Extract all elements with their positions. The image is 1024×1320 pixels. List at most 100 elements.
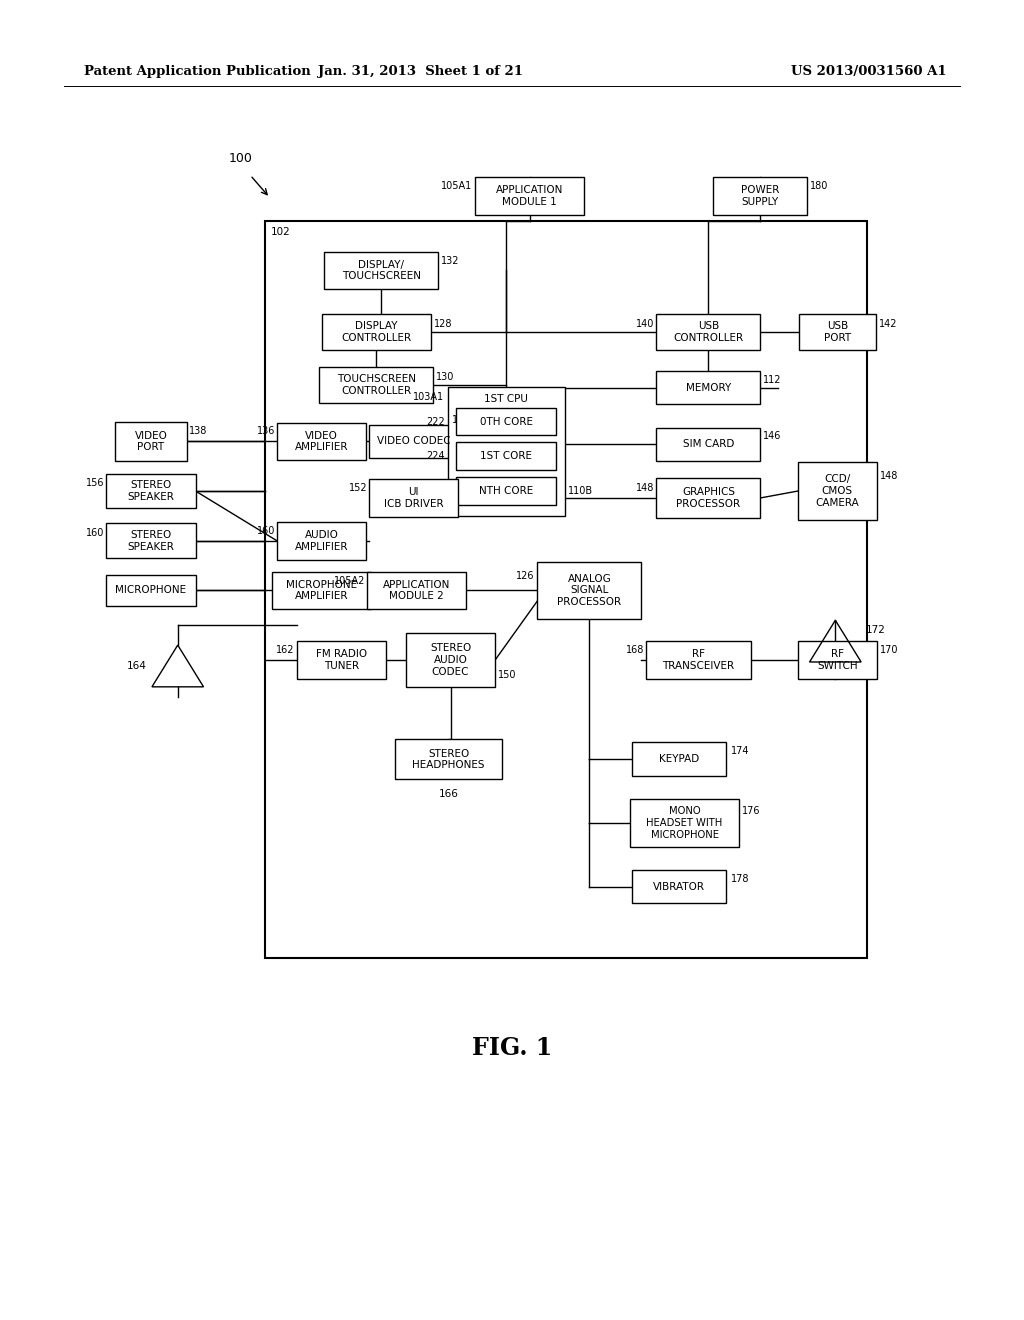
Text: DISPLAY/
TOUCHSCREEN: DISPLAY/ TOUCHSCREEN — [342, 260, 421, 281]
Text: 142: 142 — [879, 319, 897, 329]
Text: TOUCHSCREEN
CONTROLLER: TOUCHSCREEN CONTROLLER — [337, 374, 416, 396]
Text: 126: 126 — [516, 570, 535, 581]
Text: 1ST CPU: 1ST CPU — [484, 393, 528, 404]
Text: VIDEO
AMPLIFIER: VIDEO AMPLIFIER — [295, 430, 348, 453]
Text: 174: 174 — [731, 746, 750, 756]
Text: 164: 164 — [127, 661, 147, 671]
Text: AUDIO
AMPLIFIER: AUDIO AMPLIFIER — [295, 529, 348, 552]
Bar — [457, 408, 556, 436]
Text: 146: 146 — [763, 432, 781, 441]
Text: RF
SWITCH: RF SWITCH — [817, 649, 858, 671]
Text: STEREO
HEADPHONES: STEREO HEADPHONES — [413, 748, 484, 770]
Text: 105A1: 105A1 — [441, 181, 472, 191]
Text: 1ST CORE: 1ST CORE — [480, 451, 532, 461]
Text: 160: 160 — [86, 528, 104, 537]
Text: 222: 222 — [426, 417, 444, 426]
Text: 134: 134 — [462, 429, 480, 438]
Text: FIG. 1: FIG. 1 — [472, 1035, 552, 1060]
Bar — [395, 739, 502, 779]
Text: 100: 100 — [228, 152, 252, 165]
Text: 178: 178 — [731, 874, 750, 883]
Bar — [319, 367, 433, 403]
Bar — [265, 220, 867, 958]
Text: 110A: 110A — [452, 414, 476, 425]
Text: MICROPHONE: MICROPHONE — [116, 586, 186, 595]
Bar — [798, 462, 877, 520]
Text: SIM CARD: SIM CARD — [683, 440, 734, 449]
Bar — [798, 642, 877, 678]
Text: CCD/
CMOS
CAMERA: CCD/ CMOS CAMERA — [815, 474, 859, 508]
Bar — [276, 521, 367, 560]
Bar — [324, 252, 438, 289]
Text: 172: 172 — [866, 626, 886, 635]
Text: GRAPHICS
PROCESSOR: GRAPHICS PROCESSOR — [676, 487, 740, 508]
Text: STEREO
SPEAKER: STEREO SPEAKER — [128, 529, 174, 552]
Bar — [632, 742, 726, 776]
Bar — [475, 177, 585, 215]
Text: 103A1: 103A1 — [414, 392, 444, 401]
Text: 148: 148 — [880, 471, 898, 482]
Bar — [322, 314, 431, 350]
Bar — [656, 478, 761, 517]
Bar — [106, 474, 196, 508]
Text: 148: 148 — [636, 483, 654, 494]
Text: 110B: 110B — [567, 486, 593, 496]
Text: UI
ICB DRIVER: UI ICB DRIVER — [384, 487, 443, 508]
Text: 138: 138 — [188, 426, 207, 437]
Text: FM RADIO
TUNER: FM RADIO TUNER — [315, 649, 367, 671]
Bar — [632, 870, 726, 903]
Text: 166: 166 — [438, 789, 459, 799]
Bar — [106, 523, 196, 558]
Bar — [297, 642, 386, 678]
Text: POWER
SUPPLY: POWER SUPPLY — [740, 185, 779, 207]
Text: 0TH CORE: 0TH CORE — [479, 417, 532, 426]
Text: MICROPHONE
AMPLIFIER: MICROPHONE AMPLIFIER — [286, 579, 357, 601]
Text: VIDEO CODEC: VIDEO CODEC — [377, 437, 451, 446]
Text: DISPLAY
CONTROLLER: DISPLAY CONTROLLER — [341, 321, 412, 343]
Text: 132: 132 — [440, 256, 459, 265]
Text: 168: 168 — [626, 645, 644, 655]
Text: 160: 160 — [257, 525, 275, 536]
Text: STEREO
SPEAKER: STEREO SPEAKER — [128, 480, 174, 502]
Bar — [370, 425, 459, 458]
Bar — [106, 574, 196, 606]
Text: Patent Application Publication: Patent Application Publication — [84, 65, 310, 78]
Bar — [406, 632, 496, 688]
Text: KEYPAD: KEYPAD — [658, 754, 698, 764]
Text: MONO
HEADSET WITH
MICROPHONE: MONO HEADSET WITH MICROPHONE — [646, 807, 723, 840]
Bar — [656, 314, 761, 350]
Bar — [630, 799, 739, 847]
Bar — [370, 479, 459, 517]
Text: USB
CONTROLLER: USB CONTROLLER — [674, 321, 743, 343]
Text: APPLICATION
MODULE 1: APPLICATION MODULE 1 — [497, 185, 563, 207]
Bar — [457, 442, 556, 470]
Text: 130: 130 — [435, 372, 454, 381]
Text: US 2013/0031560 A1: US 2013/0031560 A1 — [791, 65, 946, 78]
Text: APPLICATION
MODULE 2: APPLICATION MODULE 2 — [383, 579, 451, 601]
Bar — [272, 572, 371, 610]
Text: VIDEO
PORT: VIDEO PORT — [134, 430, 167, 453]
Text: 140: 140 — [636, 319, 654, 329]
Bar — [116, 421, 186, 461]
Bar — [656, 371, 761, 404]
Bar — [447, 387, 564, 516]
Bar — [799, 314, 876, 350]
Text: 136: 136 — [257, 426, 275, 437]
Bar — [656, 428, 761, 461]
Text: 128: 128 — [433, 319, 453, 329]
Text: 156: 156 — [86, 478, 104, 488]
Bar — [276, 422, 367, 461]
Text: 162: 162 — [276, 645, 295, 655]
Text: 180: 180 — [810, 181, 828, 191]
Text: Jan. 31, 2013  Sheet 1 of 21: Jan. 31, 2013 Sheet 1 of 21 — [318, 65, 523, 78]
Text: NTH CORE: NTH CORE — [479, 486, 534, 496]
Text: 170: 170 — [880, 645, 898, 655]
Text: STEREO
AUDIO
CODEC: STEREO AUDIO CODEC — [430, 643, 471, 677]
Bar — [368, 572, 466, 610]
Text: 226: 226 — [426, 486, 444, 496]
Text: 176: 176 — [742, 807, 761, 816]
Text: VIBRATOR: VIBRATOR — [652, 882, 705, 891]
Text: MEMORY: MEMORY — [686, 383, 731, 393]
Text: ANALOG
SIGNAL
PROCESSOR: ANALOG SIGNAL PROCESSOR — [557, 574, 622, 607]
Text: 152: 152 — [348, 483, 368, 494]
